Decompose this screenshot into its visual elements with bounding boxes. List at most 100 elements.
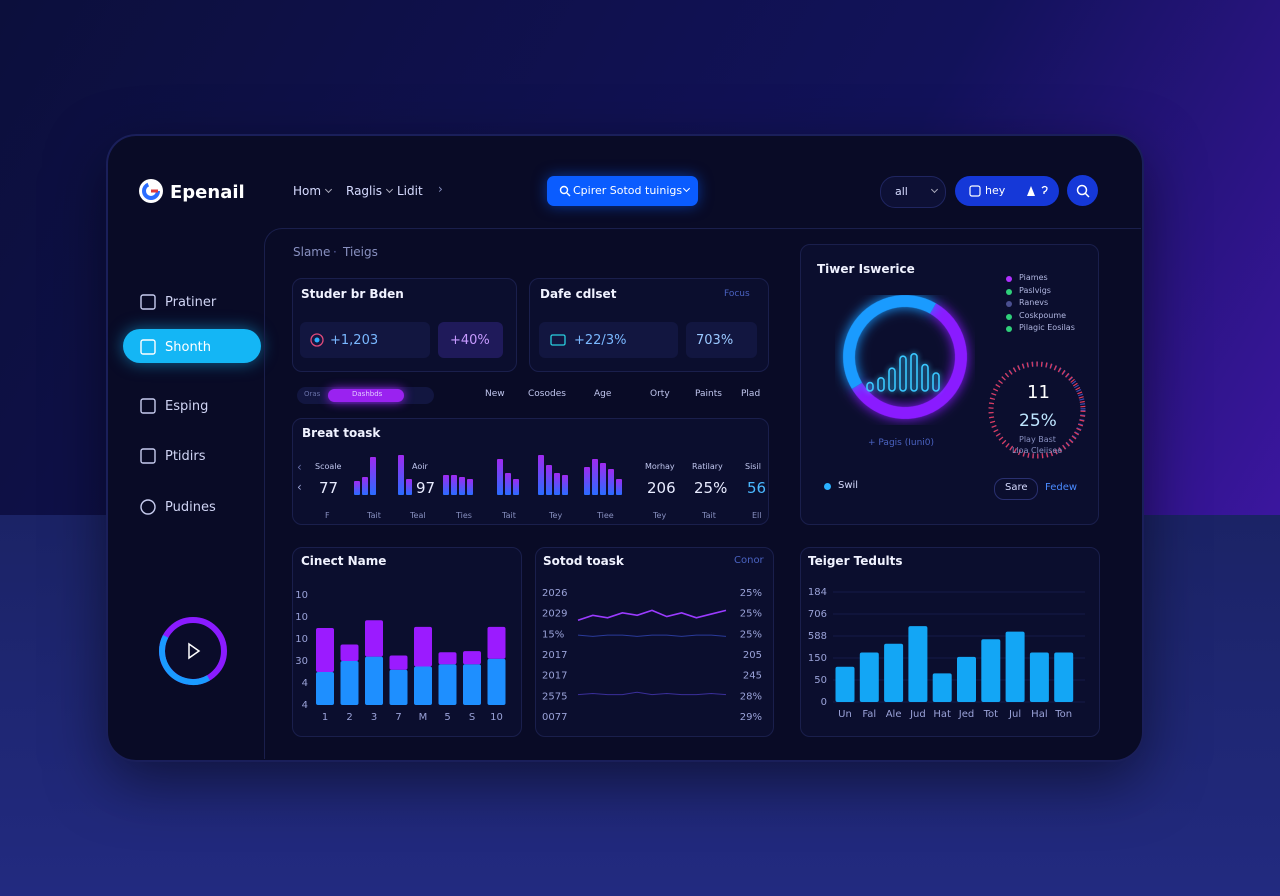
right-label: 245 [743, 671, 762, 682]
mini-bar [459, 477, 465, 495]
x-label: 2 [346, 712, 352, 723]
breadcrumb[interactable]: Slame [293, 245, 331, 259]
mini-bar [406, 479, 412, 495]
x-label: Tey [653, 511, 667, 520]
left-label: 0077 [542, 712, 567, 723]
card-title: Studer br Bden [301, 287, 404, 301]
nav-item[interactable]: Pudines [165, 500, 216, 515]
breadcrumb[interactable]: Tieigs [343, 245, 378, 259]
y-label: 588 [808, 631, 827, 642]
x-label: Tait [502, 511, 516, 520]
play-button[interactable] [156, 614, 230, 688]
arrow[interactable]: ‹ [297, 460, 302, 474]
tab-label: Dashbds [352, 390, 383, 398]
column-header: Plad [741, 389, 761, 399]
button-label[interactable]: Fedew [1045, 482, 1078, 493]
stat-value: +22/3% [574, 333, 627, 348]
icon-shape [140, 294, 156, 310]
nav-item[interactable]: Ptidirs [165, 449, 206, 464]
ring-bar [910, 352, 918, 392]
nav-item[interactable]: Pratiner [165, 295, 217, 310]
y-label: 30 [295, 656, 308, 667]
card-filter[interactable]: Focus [724, 289, 750, 299]
x-label: 1 [322, 712, 328, 723]
nav-item[interactable]: Hom [293, 184, 333, 198]
left-label: 2029 [542, 609, 567, 620]
user-button[interactable]: hey [955, 176, 1059, 206]
mini-bar-chart [354, 455, 622, 495]
tab-label[interactable]: Oras [304, 390, 321, 398]
stat-box [686, 322, 757, 358]
gauge-percent: 25% [1019, 411, 1057, 431]
x-label: Jed [958, 709, 974, 720]
x-label: Ties [456, 511, 472, 520]
column-header: Age [594, 389, 612, 399]
status-dot [824, 483, 831, 490]
right-label: 25% [740, 609, 762, 620]
nav-more[interactable]: › [438, 182, 443, 196]
x-label: Fal [862, 709, 876, 720]
x-label: Ale [886, 709, 902, 720]
left-label: 2017 [542, 650, 567, 661]
x-label: Un [838, 709, 852, 720]
mini-bar [451, 475, 457, 495]
mini-bar [497, 459, 503, 495]
y-label: 4 [302, 678, 308, 689]
search-button[interactable]: Cpirer Sotod tuinigs [547, 176, 698, 206]
left-label: 2017 [542, 671, 567, 682]
bar-segment [389, 669, 408, 705]
x-label: 5 [444, 712, 450, 723]
bar [957, 656, 976, 702]
nav-item[interactable]: Raglis [346, 184, 394, 198]
mini-bar [467, 479, 473, 495]
x-label: 7 [395, 712, 401, 723]
card-link[interactable]: Conor [734, 555, 764, 566]
gauge-value: 11 [1027, 382, 1050, 403]
card-title: Breat toask [302, 426, 381, 440]
icon-shape [140, 448, 156, 464]
bar [884, 643, 904, 702]
metric-label: Ratilary [692, 462, 723, 471]
card-title: Dafe cdlset [540, 287, 617, 301]
bar-segment [365, 620, 383, 657]
y-label: 0 [821, 697, 827, 708]
nav-item[interactable]: Shonth [165, 340, 212, 355]
metric-value: 206 [647, 479, 676, 497]
bar-segment [340, 644, 359, 661]
legend-dot [1006, 326, 1012, 332]
column-header: Orty [650, 389, 670, 399]
bar-segment [316, 628, 334, 672]
breadcrumb-separator: · [333, 245, 337, 259]
mini-bar [505, 473, 511, 495]
brand-logo [139, 179, 163, 203]
stat-value: +40% [450, 333, 490, 348]
right-label: 25% [740, 629, 762, 640]
status-label: Swil [838, 480, 859, 491]
legend-label: Coskpoume [1019, 310, 1067, 320]
bar-chart: 184 706 588 150 50 0 Un Fal Ale Jud Hat Jed Tot Jul Ha… [808, 587, 1085, 720]
arrow[interactable]: ‹ [297, 480, 302, 494]
search-icon-button[interactable] [1067, 175, 1098, 206]
nav-item[interactable]: Lidit [397, 184, 423, 198]
y-label: 706 [808, 609, 827, 620]
chevron [325, 185, 333, 194]
stat-value: 703% [696, 333, 734, 348]
stat-value: +1,203 [330, 333, 379, 348]
nav-item[interactable]: Esping [165, 399, 209, 414]
x-label: Tait [702, 511, 716, 520]
mini-bar [600, 463, 606, 495]
active-nav-pill [123, 329, 261, 363]
card-title: Cinect Name [301, 554, 387, 568]
nav-label: Hom [293, 184, 322, 198]
column-header: New [485, 389, 505, 399]
mini-bar [592, 459, 598, 495]
language-select[interactable]: all [880, 176, 946, 208]
button[interactable] [994, 478, 1038, 500]
legend-label: Paslvigs [1019, 285, 1051, 295]
search-icon [559, 185, 571, 197]
x-label: F [325, 511, 330, 520]
gauge [988, 361, 1086, 459]
right-label: 28% [740, 691, 762, 702]
stat-icon [550, 334, 566, 346]
active-tab[interactable] [328, 389, 404, 402]
